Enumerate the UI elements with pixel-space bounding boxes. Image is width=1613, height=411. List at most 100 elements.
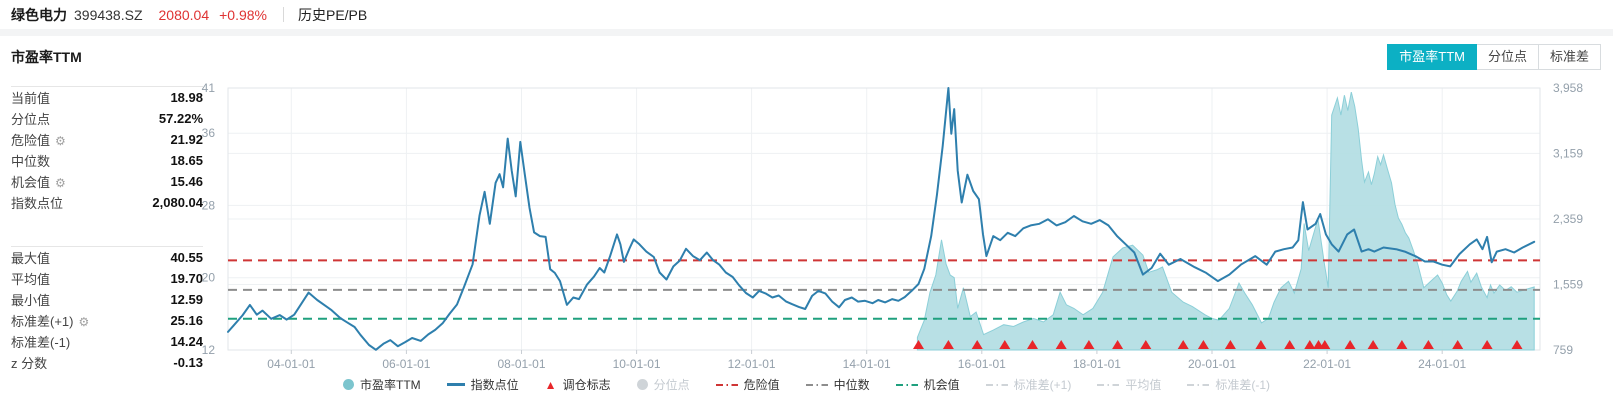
stat-value-stddev-minus1: 14.24 xyxy=(170,334,203,349)
stat-label-median: 中位数 xyxy=(11,154,51,169)
stat-label-mean-value: 平均值 xyxy=(11,272,51,287)
legend-item-rebalance[interactable]: ▲ 调仓标志 xyxy=(545,376,611,393)
svg-text:759: 759 xyxy=(1553,343,1573,357)
tab-pe-ttm[interactable]: 市盈率TTM xyxy=(1387,44,1477,70)
legend-item-stddev-minus1[interactable]: 标准差(-1) xyxy=(1187,376,1270,393)
stat-value-opportunity-value: 15.46 xyxy=(170,174,203,189)
metric-tabs: 市盈率TTM 分位点 标准差 xyxy=(1387,44,1601,70)
legend-item-danger[interactable]: 危险值 xyxy=(715,376,780,393)
legend-label-danger: 危险值 xyxy=(743,378,780,392)
stat-row-z-score: z 分数 -0.13 xyxy=(11,352,203,373)
stat-value-danger-value: 21.92 xyxy=(170,132,203,147)
svg-text:28: 28 xyxy=(202,198,216,212)
nav-history-pepb[interactable]: 历史PE/PB xyxy=(297,6,368,23)
rebalance-marker-icon: ▲ xyxy=(544,377,557,392)
stat-value-index-points: 2,080.04 xyxy=(152,195,203,210)
stats-group-2: 最大值 40.55 平均值 19.70 最小值 12.59 标准差(+1) ⚙ 25.16 标准差… xyxy=(11,247,203,373)
stat-row-mean-value: 平均值 19.70 xyxy=(11,268,203,289)
stat-row-danger-value: 危险值 ⚙ 21.92 xyxy=(11,129,203,150)
svg-text:41: 41 xyxy=(202,81,216,95)
legend-label-pe-ttm: 市盈率TTM xyxy=(359,378,421,392)
legend-item-mean[interactable]: 平均值 xyxy=(1097,376,1161,393)
tab-stddev[interactable]: 标准差 xyxy=(1538,44,1601,70)
stat-value-min-value: 12.59 xyxy=(170,292,203,307)
header-bar: 绿色电力 399438.SZ 2080.04 +0.98% 历史PE/PB xyxy=(0,0,1613,29)
legend-label-opportunity: 机会值 xyxy=(923,378,960,392)
legend-item-stddev-plus1[interactable]: 标准差(+1) xyxy=(985,376,1071,393)
stat-value-stddev-plus1: 25.16 xyxy=(170,313,203,328)
legend-item-index-points[interactable]: 指数点位 xyxy=(446,376,519,393)
header-separator-band xyxy=(0,29,1613,36)
gear-icon[interactable]: ⚙ xyxy=(78,315,90,329)
svg-text:20-01-01: 20-01-01 xyxy=(1188,357,1236,371)
legend-label-index-points: 指数点位 xyxy=(470,378,519,392)
svg-text:08-01-01: 08-01-01 xyxy=(497,357,545,371)
stats-group-1: 当前值 18.98 分位点 57.22% 危险值 ⚙ 21.92 中位数 18.65 机会值 ⚙ 15… xyxy=(11,87,203,213)
stat-label-stddev-minus1: 标准差(-1) xyxy=(11,335,71,350)
stddev-plus1-marker-icon xyxy=(985,383,1008,386)
stat-value-max-value: 40.55 xyxy=(170,250,203,265)
svg-text:22-01-01: 22-01-01 xyxy=(1303,357,1351,371)
stat-row-index-points: 指数点位 2,080.04 xyxy=(11,192,203,213)
svg-text:16-01-01: 16-01-01 xyxy=(958,357,1006,371)
stat-label-max-value: 最大值 xyxy=(11,251,51,266)
svg-text:3,958: 3,958 xyxy=(1553,81,1583,95)
stat-label-current-value: 当前值 xyxy=(11,91,51,106)
median-marker-icon xyxy=(805,383,828,386)
stat-value-median: 18.65 xyxy=(170,153,203,168)
tab-percentile[interactable]: 分位点 xyxy=(1476,44,1539,70)
stat-row-opportunity-value: 机会值 ⚙ 15.46 xyxy=(11,171,203,192)
legend-item-median[interactable]: 中位数 xyxy=(805,376,870,393)
opportunity-marker-icon xyxy=(895,383,918,386)
stat-value-mean-value: 19.70 xyxy=(170,271,203,286)
mean-marker-icon xyxy=(1097,383,1120,386)
stat-row-percentile: 分位点 57.22% xyxy=(11,108,203,129)
stat-row-max-value: 最大值 40.55 xyxy=(11,247,203,268)
stats-separator-mid xyxy=(11,246,203,247)
stat-label-percentile: 分位点 xyxy=(11,112,51,127)
svg-text:10-01-01: 10-01-01 xyxy=(613,357,661,371)
pe-ttm-marker-icon xyxy=(342,379,354,390)
stock-change-percent: +0.98% xyxy=(219,6,267,23)
svg-text:1,559: 1,559 xyxy=(1553,278,1583,292)
legend-label-rebalance: 调仓标志 xyxy=(562,378,611,392)
stat-value-percentile: 57.22% xyxy=(158,111,203,126)
stats-panel: 当前值 18.98 分位点 57.22% 危险值 ⚙ 21.92 中位数 18.65 机会值 ⚙ 15… xyxy=(11,86,203,373)
stat-value-z-score: -0.13 xyxy=(173,355,203,370)
legend-label-stddev-minus1: 标准差(-1) xyxy=(1215,378,1271,392)
stock-price: 2080.04 xyxy=(158,6,210,23)
svg-text:36: 36 xyxy=(202,126,216,140)
stddev-minus1-marker-icon xyxy=(1187,383,1210,386)
svg-text:12-01-01: 12-01-01 xyxy=(728,357,776,371)
stock-code: 399438.SZ xyxy=(74,6,143,23)
stat-row-stddev-minus1: 标准差(-1) 14.24 xyxy=(11,331,203,352)
svg-text:12: 12 xyxy=(202,343,216,357)
gear-icon[interactable]: ⚙ xyxy=(55,176,66,190)
section-title: 市盈率TTM xyxy=(11,49,82,65)
stat-label-z-score: z 分数 xyxy=(11,356,48,371)
stat-row-min-value: 最小值 12.59 xyxy=(11,289,203,310)
svg-text:3,159: 3,159 xyxy=(1553,146,1583,160)
chart-legend: 市盈率TTM 指数点位 ▲ 调仓标志 分位点 危险值 中位数 机会值 标准差(+1) 平均值 标准差… xyxy=(0,376,1613,393)
stat-label-stddev-plus1: 标准差(+1) ⚙ xyxy=(11,314,90,329)
stock-name: 绿色电力 xyxy=(11,6,67,23)
svg-text:14-01-01: 14-01-01 xyxy=(843,357,891,371)
stat-label-danger-value: 危险值 ⚙ xyxy=(11,133,66,148)
stat-label-min-value: 最小值 xyxy=(11,293,51,308)
stat-row-current-value: 当前值 18.98 xyxy=(11,87,203,108)
legend-label-percentile: 分位点 xyxy=(653,378,690,392)
svg-text:20: 20 xyxy=(202,271,216,285)
legend-item-pe-ttm[interactable]: 市盈率TTM xyxy=(342,376,421,393)
svg-text:24-01-01: 24-01-01 xyxy=(1418,357,1466,371)
stat-row-median: 中位数 18.65 xyxy=(11,150,203,171)
legend-item-percentile[interactable]: 分位点 xyxy=(636,376,690,393)
stat-label-index-points: 指数点位 xyxy=(11,196,64,211)
gear-icon[interactable]: ⚙ xyxy=(55,134,66,148)
percentile-marker-icon xyxy=(636,379,648,390)
stat-value-current-value: 18.98 xyxy=(170,90,203,105)
index-points-marker-icon xyxy=(446,383,465,386)
pe-chart-svg[interactable]: 12 20 28 36 41 759 1,559 2,359 3,159 3,958 04-01-0… xyxy=(0,72,1613,374)
stat-label-opportunity-value: 机会值 ⚙ xyxy=(11,175,66,190)
svg-text:06-01-01: 06-01-01 xyxy=(382,357,430,371)
legend-item-opportunity[interactable]: 机会值 xyxy=(895,376,960,393)
